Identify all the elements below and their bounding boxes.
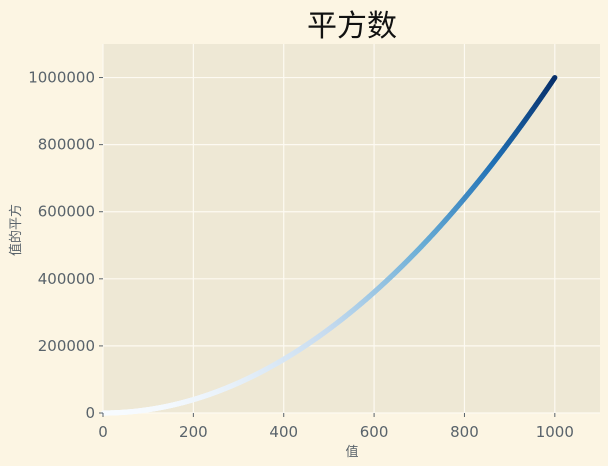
y-axis-label: 值的平方 (8, 204, 24, 256)
x-tick-label: 800 (450, 423, 479, 441)
y-tick-label: 800000 (38, 136, 95, 154)
x-tick-label: 200 (179, 423, 208, 441)
y-axis: 0 200000 400000 600000 800000 1000000 (28, 69, 103, 422)
x-tick-label: 0 (98, 423, 108, 441)
y-tick-label: 600000 (38, 203, 95, 221)
x-tick-label: 400 (269, 423, 298, 441)
y-tick-label: 200000 (38, 337, 95, 355)
x-axis-label: 值 (345, 444, 358, 460)
x-tick-label: 1000 (536, 423, 574, 441)
y-tick-label: 1000000 (28, 69, 95, 87)
chart-title: 平方数 (307, 9, 397, 44)
data-point (552, 74, 558, 81)
y-tick-label: 0 (85, 404, 95, 422)
x-tick-label: 600 (360, 423, 389, 441)
data-points (100, 74, 558, 416)
x-axis: 0 200 400 600 800 1000 (98, 413, 574, 441)
y-tick-label: 400000 (38, 270, 95, 288)
grid (102, 44, 600, 414)
plot-area (103, 44, 600, 413)
